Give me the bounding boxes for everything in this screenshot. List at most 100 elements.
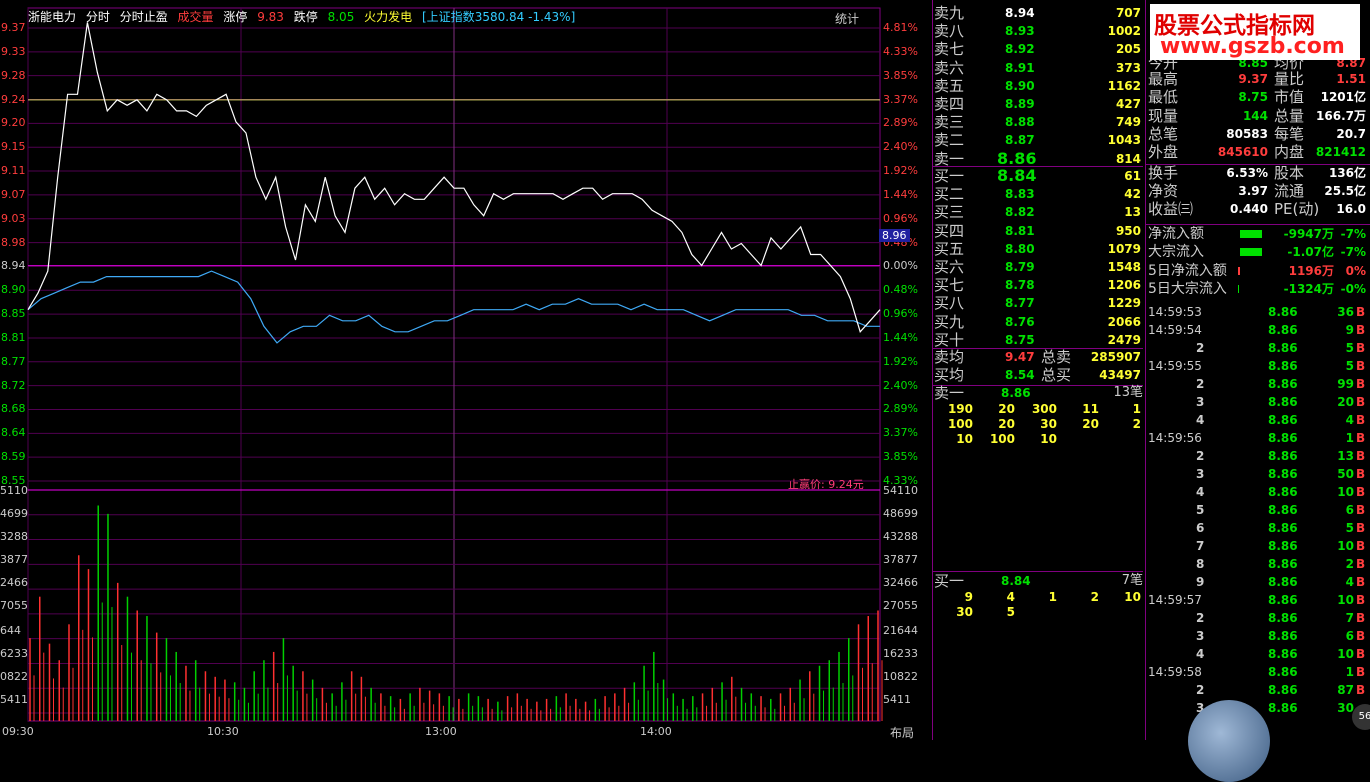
tick-row[interactable]: 14:59:58 8.86 1 B (1146, 663, 1370, 681)
orderbook-volume: 1002 (1107, 24, 1141, 39)
tick-row[interactable]: 3 8.86 6 B (1146, 627, 1370, 645)
orderbook-row-bids[interactable]: 买十 8.75 2479 (933, 331, 1143, 349)
tick-price: 8.86 (1268, 539, 1298, 553)
orderbook-row-asks[interactable]: 卖五 8.90 1162 (933, 77, 1143, 95)
orderbook-volume: 427 (1115, 97, 1141, 111)
tick-row[interactable]: 7 8.86 10 B (1146, 537, 1370, 555)
price-axis-label: 9.11 (1, 164, 26, 178)
orderbook-row-asks[interactable]: 卖六 8.91 373 (933, 59, 1143, 77)
flow-row: 5日净流入额 1196万 0% (1146, 262, 1370, 280)
stat-label: 外盘 (1148, 143, 1179, 162)
tick-row[interactable]: 14:59:56 8.86 1 B (1146, 429, 1370, 447)
percent-axis-label: 2.40% (883, 378, 918, 392)
orderbook-row-bids[interactable]: 买二 8.83 42 (933, 185, 1143, 203)
orderbook-price: 8.88 (1005, 115, 1035, 130)
orderbook-row-asks[interactable]: 卖一 8.86 814 (933, 149, 1143, 168)
price-axis-label: 9.15 (1, 140, 26, 154)
orderbook-label: 卖六 (934, 58, 965, 77)
tick-row[interactable]: 2 8.86 87 B (1146, 681, 1370, 699)
orderbook-label: 买二 (934, 185, 965, 204)
stats-button[interactable]: 统计 (835, 12, 860, 26)
limit-down-value: 8.05 (327, 10, 355, 24)
total-avg-price: 9.47 (1005, 350, 1035, 364)
price-axis-label: 9.03 (1, 211, 26, 225)
limit-down-label: 跌停 (293, 10, 318, 24)
orderbook-row-bids[interactable]: 买六 8.79 1548 (933, 258, 1143, 276)
orderbook-row-asks[interactable]: 卖三 8.88 749 (933, 113, 1143, 131)
tick-row[interactable]: 14:59:53 8.86 36 B (1146, 303, 1370, 321)
tick-row[interactable]: 9 8.86 4 B (1146, 573, 1370, 591)
orderbook-row-bids[interactable]: 买四 8.81 950 (933, 222, 1143, 240)
volume-axis-label-left: 3288 (0, 530, 28, 543)
tick-row[interactable]: 4 8.86 4 B (1146, 411, 1370, 429)
avatar[interactable] (1188, 700, 1270, 782)
tick-volume: 20 (1337, 395, 1354, 409)
tick-side: B (1356, 323, 1366, 337)
orderbook-price: 8.78 (1005, 278, 1035, 293)
tick-row[interactable]: 3 8.86 50 B (1146, 465, 1370, 483)
tick-volume: 5 (1345, 359, 1354, 373)
tick-time: 3 (1196, 395, 1205, 409)
orderbook-row-bids[interactable]: 买一 8.84 61 (933, 167, 1143, 186)
orderbook-row-asks[interactable]: 卖九 8.94 707 (933, 4, 1143, 22)
stats-row: 现量 144 总量 166.7万 (1146, 107, 1370, 125)
orderbook-row-bids[interactable]: 买五 8.80 1079 (933, 240, 1143, 258)
chart-svg (27, 7, 883, 722)
orderbook-row-asks[interactable]: 卖八 8.93 1002 (933, 22, 1143, 40)
tick-price: 8.86 (1268, 413, 1298, 427)
price-axis-label: 9.24 (1, 92, 26, 106)
volume-axis-label-left: 5411 (0, 693, 28, 706)
tick-row[interactable]: 2 8.86 5 B (1146, 339, 1370, 357)
stat-label: 内盘 (1274, 143, 1305, 162)
stat-value: 3.97 (1238, 183, 1268, 198)
stat-label: 股本 (1274, 163, 1305, 182)
tick-row[interactable]: 4 8.86 10 B (1146, 645, 1370, 663)
orderbook-row-asks[interactable]: 卖四 8.89 427 (933, 95, 1143, 113)
notification-badge[interactable]: 56 (1352, 704, 1370, 730)
orderbook-row-bids[interactable]: 买三 8.82 13 (933, 203, 1143, 221)
queue-item: 100 (989, 432, 1015, 446)
orderbook-row-bids[interactable]: 买八 8.77 1229 (933, 294, 1143, 312)
tick-row[interactable]: 14:59:55 8.86 5 B (1146, 357, 1370, 375)
queue-item: 2 (1132, 417, 1141, 431)
stats-row: 最低 8.75 市值 1201亿 (1146, 88, 1370, 106)
layout-button[interactable]: 布局 (890, 726, 915, 740)
index-label[interactable]: [上证指数 (422, 10, 475, 24)
tick-time: 6 (1196, 521, 1205, 535)
intraday-chart[interactable] (0, 0, 932, 740)
tick-row[interactable]: 3 8.86 30 (1146, 699, 1370, 717)
tick-row[interactable]: 2 8.86 7 B (1146, 609, 1370, 627)
tick-volume: 10 (1337, 593, 1354, 607)
time-axis-label: 14:00 (640, 725, 672, 738)
orderbook-label: 买一 (934, 167, 965, 185)
stock-name[interactable]: 浙能电力 (28, 10, 77, 24)
tick-time: 3 (1196, 701, 1205, 715)
tick-row[interactable]: 4 8.86 10 B (1146, 483, 1370, 501)
tick-row[interactable]: 8 8.86 2 B (1146, 555, 1370, 573)
orderbook-row-asks[interactable]: 卖二 8.87 1043 (933, 131, 1143, 149)
tick-row[interactable]: 5 8.86 6 B (1146, 501, 1370, 519)
orderbook-row-bids[interactable]: 买七 8.78 1206 (933, 276, 1143, 294)
orderbook-row-bids[interactable]: 买九 8.76 2066 (933, 313, 1143, 331)
tick-row[interactable]: 2 8.86 99 B (1146, 375, 1370, 393)
total-label: 买均 (934, 366, 965, 384)
tick-row[interactable]: 2 8.86 13 B (1146, 447, 1370, 465)
stat-value: 25.5亿 (1324, 183, 1366, 198)
tab-timeshare[interactable]: 分时 (85, 10, 110, 24)
price-axis-label: 8.90 (1, 283, 26, 297)
tick-row[interactable]: 3 8.86 20 B (1146, 393, 1370, 411)
tick-volume: 10 (1337, 485, 1354, 499)
stat-label: 总笔 (1148, 124, 1179, 143)
tick-list[interactable]: 14:59:53 8.86 36 B 14:59:54 8.86 9 B 2 8.86 5 B 14:5… (1146, 300, 1370, 740)
tick-row[interactable]: 14:59:54 8.86 9 B (1146, 321, 1370, 339)
tick-side: B (1356, 485, 1366, 499)
tick-row[interactable]: 14:59:57 8.86 10 B (1146, 591, 1370, 609)
orderbook-row-asks[interactable]: 卖七 8.92 205 (933, 40, 1143, 58)
queue-price: 8.84 (1001, 574, 1031, 588)
tick-price: 8.86 (1268, 665, 1298, 679)
tick-row[interactable]: 6 8.86 5 B (1146, 519, 1370, 537)
tab-stop-profit[interactable]: 分时止盈 (119, 10, 168, 24)
sector-label[interactable]: 火力发电 (364, 10, 413, 24)
orderbook-label: 卖四 (934, 95, 965, 113)
stats-panel: 今开 8.85 均价 8.87 最高 9.37 量比 1.51 最低 8.75 市值 1201亿 现量 1… (1146, 0, 1370, 300)
